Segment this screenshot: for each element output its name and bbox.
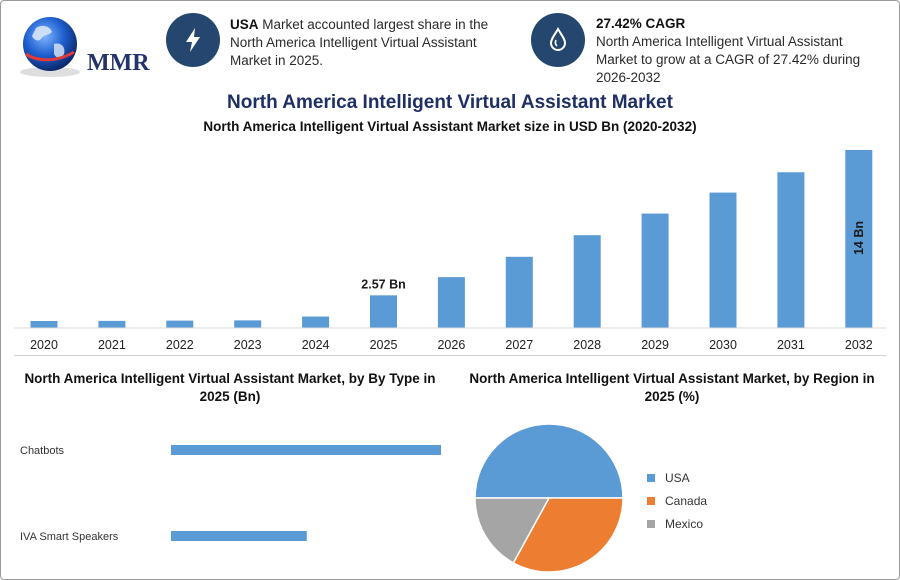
type-chart-title: North America Intelligent Virtual Assist… (24, 371, 436, 404)
type-bar-chatbots (171, 445, 441, 455)
x-tick-2023: 2023 (234, 338, 262, 352)
cagr-info: 27.42% CAGR North America Intelligent Vi… (596, 15, 881, 87)
x-tick-2032: 2032 (845, 338, 873, 352)
usa-share-bold: USA (230, 17, 259, 32)
globe-icon (20, 17, 80, 77)
bar-2029 (641, 213, 669, 328)
legend-mexico: Mexico (647, 517, 703, 531)
x-tick-2029: 2029 (641, 338, 669, 352)
legend-usa-label: USA (665, 471, 690, 485)
cagr-text: North America Intelligent Virtual Assist… (596, 34, 861, 85)
x-tick-2028: 2028 (573, 338, 601, 352)
legend-mexico-swatch (647, 520, 655, 528)
mmr-logo: MMR (14, 14, 150, 80)
type-label-iva-smart-speakers: IVA Smart Speakers (20, 531, 119, 543)
legend-canada-label: Canada (665, 494, 708, 508)
bar-2026 (437, 277, 465, 328)
lightning-icon (166, 13, 220, 67)
bar-chart-subtitle: North America Intelligent Virtual Assist… (203, 119, 697, 134)
bar-2030 (709, 192, 737, 328)
x-tick-2027: 2027 (505, 338, 533, 352)
type-bar-iva-smart-speakers (171, 531, 307, 541)
type-label-chatbots: Chatbots (20, 445, 65, 457)
legend-usa-swatch (647, 474, 655, 482)
usa-share-info: USA Market accounted largest share in th… (230, 16, 510, 70)
bar-2031 (777, 172, 805, 328)
type-bar-chart: Chatbots IVA Smart Speakers (20, 445, 441, 543)
x-tick-2021: 2021 (98, 338, 126, 352)
data-label-2025: 2.57 Bn (361, 277, 405, 291)
logo-text: MMR (87, 50, 150, 76)
region-chart-title: North America Intelligent Virtual Assist… (469, 371, 875, 404)
x-tick-2022: 2022 (166, 338, 194, 352)
x-tick-2026: 2026 (437, 338, 465, 352)
legend-canada-swatch (647, 497, 655, 505)
legend-mexico-label: Mexico (665, 517, 704, 531)
x-tick-2020: 2020 (30, 338, 58, 352)
cagr-bold: 27.42% CAGR (596, 16, 686, 31)
bar-2032 (845, 150, 873, 328)
pie-slice-usa (474, 423, 624, 499)
usa-share-text: Market accounted largest share in the No… (230, 17, 489, 68)
pie-slice-canada (512, 497, 624, 573)
bar-2023 (234, 320, 262, 328)
x-tick-2031: 2031 (777, 338, 805, 352)
x-tick-2025: 2025 (370, 338, 398, 352)
bar-2020 (30, 321, 58, 328)
legend-canada: Canada (647, 494, 707, 508)
bar-2025 (370, 295, 397, 328)
x-tick-2030: 2030 (709, 338, 737, 352)
bar-2022 (166, 320, 194, 328)
market-size-bar-chart: 2020 2021 2022 2023 2024 2025 2026 2027 2028 2029… (14, 150, 886, 352)
bar-2021 (98, 320, 126, 328)
bar-2028 (573, 235, 601, 328)
bar-2024 (302, 316, 330, 328)
data-label-2032: 14 Bn (852, 221, 866, 255)
pie-slice-mexico (474, 497, 551, 564)
drop-icon (531, 13, 585, 67)
bar-2027 (505, 256, 533, 328)
main-title: North America Intelligent Virtual Assist… (227, 92, 673, 113)
legend-usa: USA (647, 471, 690, 485)
region-pie-chart (474, 423, 624, 573)
section-divider (14, 355, 886, 356)
x-tick-2024: 2024 (302, 338, 330, 352)
